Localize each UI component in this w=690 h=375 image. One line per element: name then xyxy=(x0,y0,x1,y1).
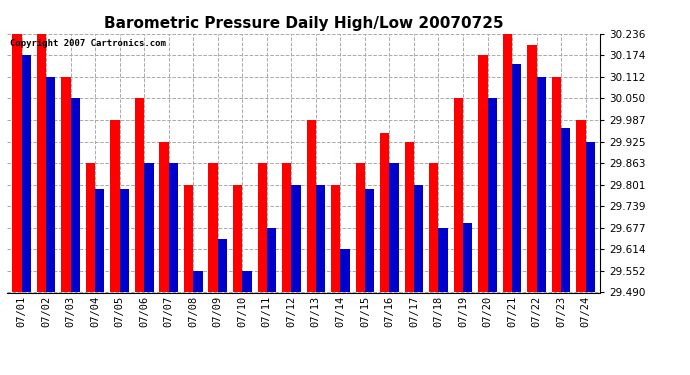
Bar xyxy=(184,184,193,292)
Bar xyxy=(233,184,242,292)
Bar xyxy=(512,64,522,292)
Bar xyxy=(159,142,169,292)
Bar xyxy=(340,249,350,292)
Bar xyxy=(404,142,414,292)
Bar xyxy=(463,223,472,292)
Bar xyxy=(119,189,129,292)
Bar xyxy=(95,189,104,292)
Bar xyxy=(331,184,340,292)
Bar xyxy=(537,77,546,292)
Bar xyxy=(306,120,316,292)
Bar xyxy=(380,133,389,292)
Bar xyxy=(355,163,365,292)
Bar xyxy=(527,45,537,292)
Bar xyxy=(282,163,291,292)
Bar xyxy=(12,34,21,292)
Bar xyxy=(503,34,512,292)
Bar xyxy=(429,163,438,292)
Bar xyxy=(37,34,46,292)
Bar xyxy=(586,142,595,292)
Bar xyxy=(561,129,571,292)
Bar xyxy=(169,163,178,292)
Bar xyxy=(291,184,301,292)
Title: Barometric Pressure Daily High/Low 20070725: Barometric Pressure Daily High/Low 20070… xyxy=(104,16,504,31)
Bar xyxy=(242,271,252,292)
Bar xyxy=(414,184,423,292)
Bar xyxy=(70,98,80,292)
Bar xyxy=(86,163,95,292)
Bar xyxy=(552,77,561,292)
Bar xyxy=(208,163,218,292)
Bar xyxy=(21,55,31,292)
Bar xyxy=(257,163,267,292)
Bar xyxy=(193,271,203,292)
Bar xyxy=(110,120,119,292)
Bar xyxy=(389,163,399,292)
Bar xyxy=(218,239,227,292)
Bar xyxy=(438,228,448,292)
Bar xyxy=(316,184,325,292)
Bar xyxy=(61,77,70,292)
Bar xyxy=(144,163,154,292)
Bar xyxy=(135,98,144,292)
Bar xyxy=(46,77,55,292)
Text: Copyright 2007 Cartronics.com: Copyright 2007 Cartronics.com xyxy=(10,39,166,48)
Bar xyxy=(576,120,586,292)
Bar xyxy=(453,98,463,292)
Bar xyxy=(365,189,374,292)
Bar xyxy=(478,55,488,292)
Bar xyxy=(488,98,497,292)
Bar xyxy=(267,228,276,292)
